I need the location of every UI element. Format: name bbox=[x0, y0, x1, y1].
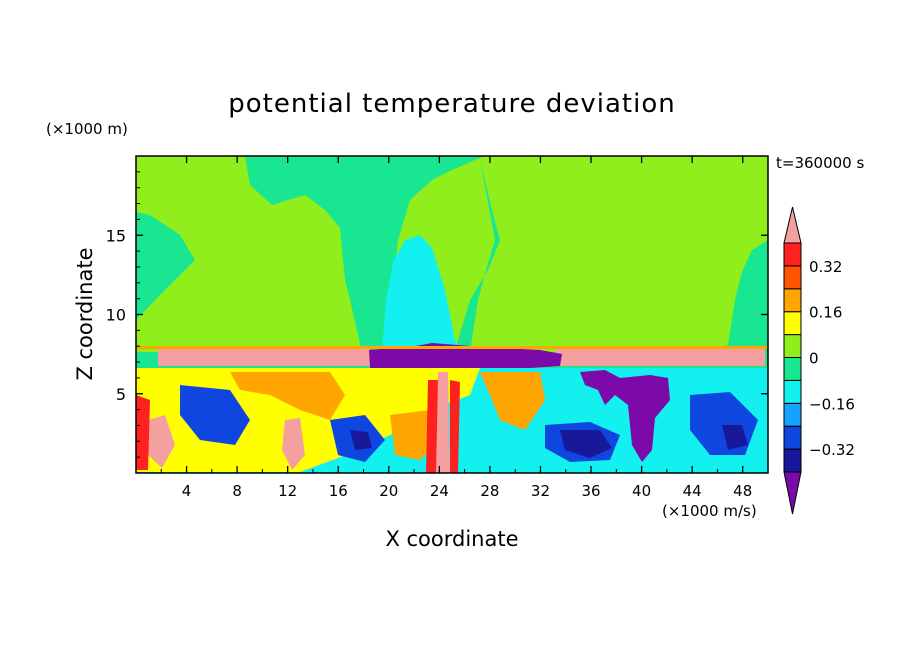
colorbar-bin bbox=[783, 265, 802, 290]
field-region-upper-center bbox=[385, 156, 700, 352]
colorbar-label: 0.32 bbox=[809, 258, 842, 276]
x-tick-label: 36 bbox=[581, 482, 600, 500]
colorbar-bin bbox=[783, 334, 802, 359]
time-label: t=360000 s bbox=[776, 154, 864, 172]
field-region-upper-east bbox=[700, 156, 768, 352]
x-tick-label: 20 bbox=[379, 482, 398, 500]
colorbar-label: −0.32 bbox=[809, 441, 855, 459]
field-band-cold bbox=[369, 343, 562, 368]
colorbar-label: −0.16 bbox=[809, 395, 855, 413]
colorbar-label: 0 bbox=[809, 350, 819, 368]
x-tick-label: 48 bbox=[733, 482, 752, 500]
colorbar-extend-max bbox=[783, 206, 802, 244]
x-tick-label: 8 bbox=[232, 482, 242, 500]
x-tick-label: 12 bbox=[278, 482, 297, 500]
y-axis: 5 10 15 bbox=[106, 171, 768, 458]
field-band-warm-west bbox=[158, 349, 370, 366]
x-axis-label: X coordinate bbox=[385, 527, 518, 551]
colorbar-label: 0.16 bbox=[809, 304, 842, 322]
field-lower-orange bbox=[230, 372, 545, 460]
colorbar-bin bbox=[783, 448, 802, 473]
field-lower-blue bbox=[180, 385, 758, 462]
x-tick-label: 32 bbox=[531, 482, 550, 500]
x-unit-label: (×1000 m/s) bbox=[662, 502, 757, 520]
x-tick-label: 4 bbox=[182, 482, 192, 500]
colorbar-bin bbox=[783, 379, 802, 404]
field-band-warm-east bbox=[556, 349, 765, 366]
chart-title: potential temperature deviation bbox=[228, 89, 675, 119]
y-tick-label: 15 bbox=[106, 226, 126, 245]
colorbar-bin bbox=[783, 402, 802, 427]
field-lower-purple bbox=[580, 370, 670, 462]
x-tick-label: 40 bbox=[632, 482, 651, 500]
colorbar-bin bbox=[783, 242, 802, 267]
y-tick-label: 10 bbox=[106, 306, 126, 325]
colorbar-bin bbox=[783, 311, 802, 336]
colorbar: 0.32 0.16 0 −0.16 −0.32 bbox=[783, 206, 855, 515]
field-region-cold-plume bbox=[382, 235, 460, 352]
colorbar-bin bbox=[783, 288, 802, 313]
colorbar-extend-min bbox=[783, 471, 802, 515]
y-tick-label: 5 bbox=[116, 385, 126, 404]
x-axis: 4 8 12 16 20 24 28 32 36 40 44 48 bbox=[160, 156, 752, 500]
field-region-green-island bbox=[455, 160, 500, 352]
field-lower-red bbox=[136, 380, 460, 473]
field-region-upper-west bbox=[136, 156, 362, 352]
plot-field bbox=[136, 156, 768, 473]
x-tick-label: 16 bbox=[329, 482, 348, 500]
x-tick-label: 44 bbox=[683, 482, 702, 500]
y-unit-label: (×1000 m) bbox=[46, 120, 128, 138]
colorbar-bin bbox=[783, 357, 802, 381]
y-axis-label: Z coordinate bbox=[73, 247, 97, 380]
x-tick-label: 28 bbox=[480, 482, 499, 500]
x-tick-label: 24 bbox=[430, 482, 449, 500]
field-band-edge bbox=[136, 346, 768, 349]
field-lower-pink bbox=[148, 372, 450, 473]
colorbar-bin bbox=[783, 425, 802, 450]
